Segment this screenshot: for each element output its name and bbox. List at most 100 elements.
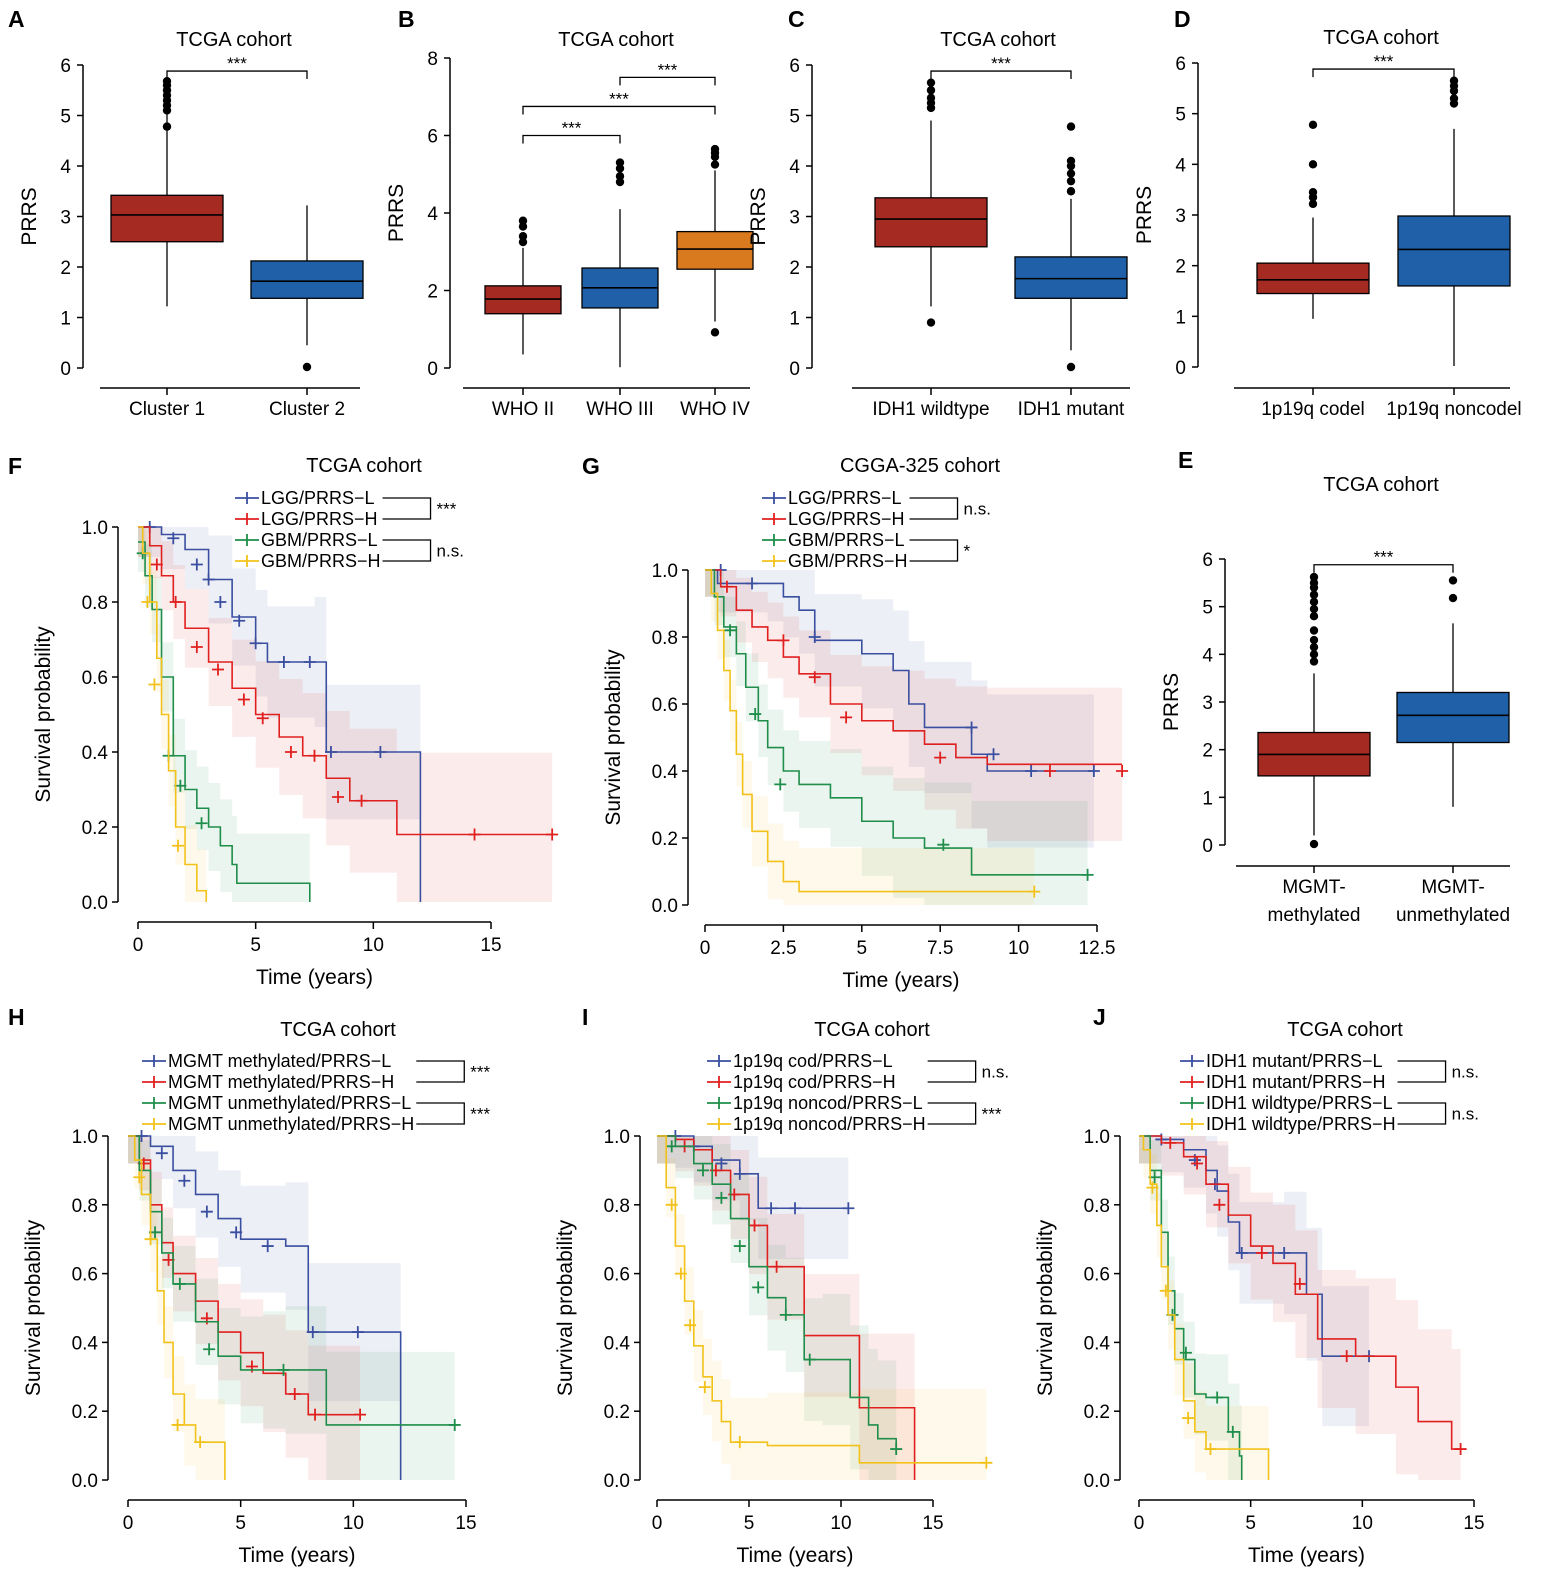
censor-mark: [684, 1319, 697, 1332]
censor-mark: [288, 1388, 301, 1400]
outlier-point: [518, 216, 528, 225]
outlier-point: [1309, 839, 1319, 849]
y-tick-label: 0.6: [72, 1265, 98, 1286]
censor-mark: [167, 532, 180, 545]
significance-label: ***: [470, 1105, 490, 1124]
survival-curve: [128, 1135, 402, 1480]
censor-mark: [965, 721, 978, 734]
chart-title: TCGA cohort: [1287, 1019, 1403, 1041]
panel-E: E TCGA cohort 0 1 2 3 4 5 6 PRRS MGMT-methylated MG…: [1160, 447, 1510, 926]
outlier-point: [615, 164, 625, 173]
censor-mark: [233, 614, 246, 627]
y-tick-label: 3: [1175, 206, 1186, 227]
y-axis-label: PRRS: [18, 187, 41, 245]
panel-label: J: [1093, 1004, 1106, 1030]
y-tick-label: 3: [789, 208, 800, 229]
legend-label: LGG/PRRS−H: [261, 509, 378, 529]
censor-mark: [141, 596, 154, 608]
outlier-point: [1066, 187, 1076, 196]
confidence-band: [657, 1136, 897, 1480]
x-axis-label: Time (years): [736, 1544, 853, 1567]
confidence-band: [705, 570, 1035, 905]
y-tick-label: 0.2: [82, 818, 108, 839]
x-tick-label: methylated: [1268, 905, 1361, 926]
outlier-point: [615, 171, 625, 181]
x-tick-label: 0: [123, 1513, 134, 1534]
outlier-point: [1309, 642, 1319, 652]
y-tick-label: 0: [1175, 358, 1186, 379]
y-tick-label: 0.0: [1084, 1471, 1110, 1492]
x-tick-label: 15: [922, 1513, 943, 1534]
censor-mark: [1087, 765, 1100, 777]
y-tick-label: 5: [1175, 105, 1186, 126]
y-tick-label: 3: [1202, 693, 1213, 714]
legend-label: GBM/PRRS−L: [261, 530, 378, 550]
censor-mark: [1164, 1136, 1177, 1149]
y-tick-label: 2: [427, 282, 438, 303]
y-tick-label: 0.2: [72, 1402, 98, 1423]
panel-I: I TCGA cohort 0.0 0.2 0.4 0.6 0.8 1.0 0 5 10 15 Time…: [554, 1004, 1009, 1567]
censor-mark: [733, 1240, 746, 1253]
significance-bracket: [1397, 1102, 1447, 1125]
censor-mark: [715, 1191, 728, 1204]
significance-label: ***: [227, 54, 247, 73]
censor-mark: [173, 1277, 186, 1290]
y-tick-label: 1.0: [1084, 1127, 1110, 1148]
legend-label: IDH1 wildtype/PRRS−L: [1206, 1093, 1393, 1113]
y-tick-label: 1: [1175, 307, 1186, 328]
y-axis-label: Survival probability: [32, 626, 55, 803]
y-tick-label: 1.0: [604, 1127, 630, 1148]
outlier-point: [1066, 176, 1076, 186]
censor-mark: [808, 671, 821, 684]
y-tick-label: 0.8: [1084, 1196, 1110, 1217]
significance-label: ***: [437, 500, 457, 519]
outlier-point: [1309, 597, 1319, 607]
x-tick-label: 1p19q noncodel: [1386, 399, 1521, 420]
censor-mark: [715, 1157, 728, 1170]
censor-mark: [777, 634, 790, 647]
significance-bracket: [382, 497, 432, 520]
censor-mark: [200, 1205, 213, 1218]
significance-bracket: [927, 1060, 977, 1083]
confidence-band: [1139, 1136, 1370, 1438]
box: [110, 194, 224, 243]
panel-label: A: [8, 6, 25, 32]
y-tick-label: 3: [60, 208, 71, 229]
censor-mark: [1293, 1277, 1306, 1290]
legend-label: 1p19q noncod/PRRS−H: [733, 1114, 926, 1134]
y-axis-label: PRRS: [385, 184, 408, 242]
censor-mark: [277, 1363, 290, 1376]
censor-mark: [1340, 1350, 1353, 1363]
y-tick-label: 0.0: [72, 1471, 98, 1492]
y-tick-label: 0: [1202, 836, 1213, 857]
censor-mark: [171, 1418, 184, 1431]
censor-mark: [1235, 1246, 1248, 1259]
y-axis-label: PRRS: [747, 187, 770, 245]
y-tick-label: 0.6: [604, 1265, 630, 1286]
confidence-band: [1139, 1136, 1242, 1480]
significance-label: n.s.: [964, 500, 991, 519]
y-tick-label: 0.0: [652, 896, 678, 917]
censor-mark: [468, 828, 481, 841]
significance-bracket: [1397, 1060, 1447, 1083]
outlier-point: [1066, 122, 1076, 131]
censor-mark: [256, 712, 269, 725]
survival-curve: [657, 1135, 987, 1464]
censor-mark: [212, 663, 225, 676]
y-tick-label: 8: [427, 49, 438, 70]
survival-curve: [657, 1135, 916, 1480]
y-axis-label: PRRS: [1160, 673, 1183, 731]
censor-mark: [284, 746, 297, 758]
outlier-point: [1448, 593, 1458, 603]
x-tick-label: 10: [830, 1513, 851, 1534]
chart-title: TCGA cohort: [940, 29, 1056, 51]
significance-bracket: [909, 539, 959, 562]
y-tick-label: 0.8: [82, 593, 108, 614]
box: [1397, 215, 1511, 287]
significance-label: n.s.: [437, 542, 464, 561]
censor-mark: [1204, 1443, 1217, 1456]
censor-mark: [144, 1233, 157, 1246]
significance-bracket: [522, 134, 621, 144]
legend-label: GBM/PRRS−H: [788, 551, 908, 571]
confidence-band: [128, 1136, 225, 1480]
